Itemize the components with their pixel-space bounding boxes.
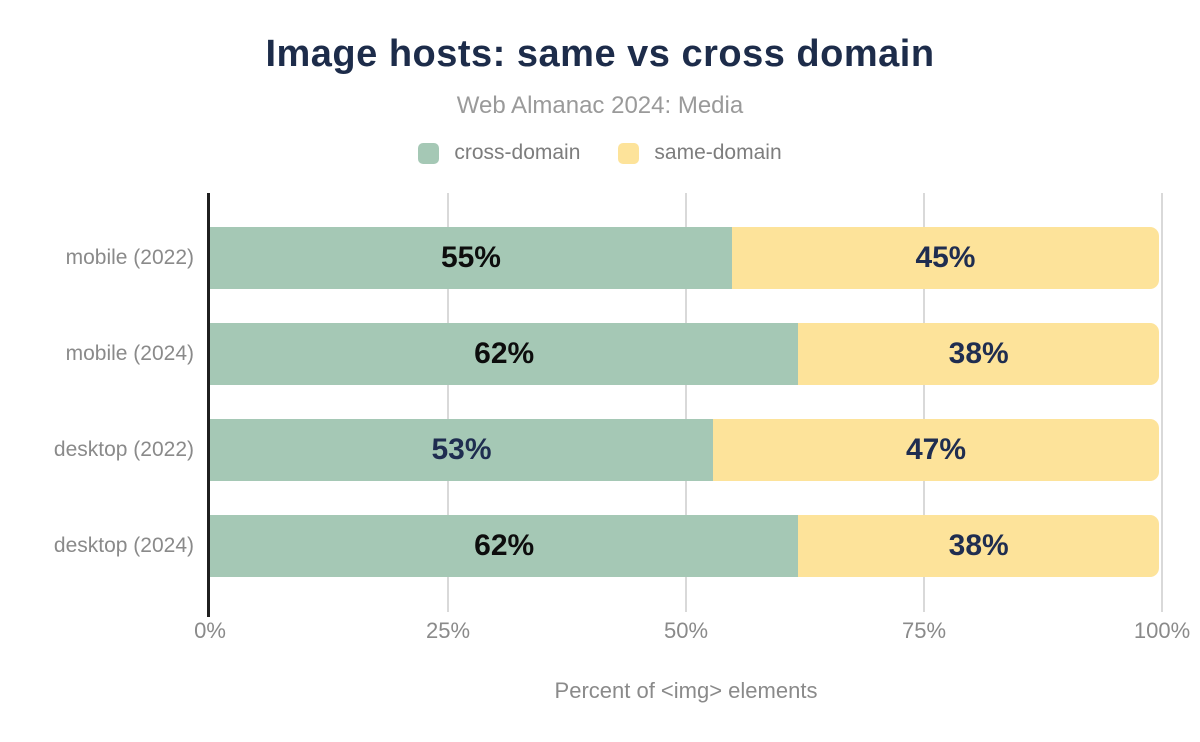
bar-row: desktop (2022) 53% 47%: [54, 419, 1159, 481]
x-axis-ticks: 0% 25% 50% 75% 100%: [194, 618, 1190, 648]
category-label: desktop (2022): [53, 438, 194, 461]
x-tick-label: 25%: [425, 618, 471, 643]
category-label: desktop (2024): [53, 534, 194, 557]
legend-item-same-domain: same-domain: [618, 141, 782, 165]
bar-segment-cross-domain: 62%: [210, 323, 799, 385]
legend-label: same-domain: [654, 141, 782, 164]
data-label: 53%: [431, 433, 492, 466]
data-label: 62%: [474, 337, 535, 370]
bar-rows: mobile (2022) 55% 45% mobile (2024) 62% 38% de…: [54, 193, 1162, 607]
bar-row: mobile (2022) 55% 45%: [66, 227, 1159, 289]
gridline-25: [447, 193, 449, 612]
bar-segment-same-domain: 38%: [798, 515, 1159, 577]
bar-segment-cross-domain: 62%: [210, 515, 799, 577]
legend-swatch-icon: [618, 142, 640, 164]
bar-segment-same-domain: 47%: [712, 419, 1159, 481]
legend-label: cross-domain: [454, 141, 581, 164]
category-label: mobile (2022): [65, 246, 194, 269]
plot-area: mobile (2022) 55% 45% mobile (2024) 62% 38% de…: [54, 193, 1190, 643]
bar-segment-cross-domain: 55%: [210, 227, 732, 289]
bar-segment-cross-domain: 53%: [210, 419, 713, 481]
bar-segment-same-domain: 38%: [798, 323, 1159, 385]
chart-subtitle: Web Almanac 2024: Media: [456, 92, 744, 119]
y-axis-line: [207, 193, 210, 617]
data-label: 45%: [915, 241, 976, 274]
data-label: 62%: [474, 529, 535, 562]
legend-swatch-icon: [418, 142, 440, 164]
legend-item-cross-domain: cross-domain: [418, 141, 580, 165]
data-label: 55%: [440, 241, 501, 274]
gridline-75: [923, 193, 925, 612]
legend: cross-domain same-domain: [0, 141, 1200, 165]
x-tick-label: 50%: [663, 618, 709, 643]
bar-row: mobile (2024) 62% 38%: [66, 323, 1159, 385]
gridline-50: [685, 193, 687, 612]
bar-row: desktop (2024) 62% 38%: [54, 515, 1159, 577]
data-label: 38%: [948, 529, 1009, 562]
x-tick-label: 0%: [194, 618, 226, 643]
chart-title: Image hosts: same vs cross domain: [265, 33, 935, 75]
bar-segment-same-domain: 45%: [731, 227, 1159, 289]
x-axis-label: Percent of <img> elements: [554, 678, 818, 703]
category-label: mobile (2024): [65, 342, 194, 365]
data-label: 38%: [948, 337, 1009, 370]
data-label: 47%: [905, 433, 966, 466]
x-tick-label: 100%: [1133, 618, 1191, 643]
gridline-100: [1161, 193, 1163, 612]
x-tick-label: 75%: [901, 618, 947, 643]
